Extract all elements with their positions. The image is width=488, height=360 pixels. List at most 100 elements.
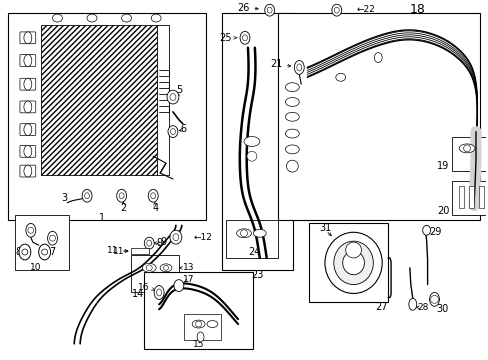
Text: 7: 7 [49, 247, 56, 257]
Text: 30: 30 [435, 304, 447, 314]
Ellipse shape [119, 193, 124, 199]
Ellipse shape [206, 321, 217, 328]
Ellipse shape [294, 60, 304, 74]
Ellipse shape [24, 78, 32, 90]
Text: 4: 4 [152, 203, 158, 213]
Ellipse shape [192, 320, 204, 328]
Ellipse shape [264, 4, 274, 16]
Circle shape [463, 145, 469, 152]
Bar [131, 255, 179, 292]
Ellipse shape [325, 232, 382, 293]
Text: 31: 31 [318, 223, 330, 233]
Bar [41, 25, 157, 175]
Text: 13: 13 [183, 263, 194, 272]
Circle shape [246, 151, 256, 161]
Ellipse shape [428, 292, 439, 306]
Bar [478, 186, 483, 208]
Bar [451, 181, 488, 216]
Ellipse shape [253, 229, 265, 237]
Circle shape [146, 265, 152, 271]
Text: 6: 6 [181, 123, 186, 134]
Ellipse shape [84, 193, 89, 199]
Bar [458, 186, 463, 208]
Bar [144, 272, 252, 349]
Bar [468, 186, 473, 208]
Circle shape [429, 296, 438, 303]
Bar [183, 314, 221, 340]
Ellipse shape [285, 112, 299, 121]
Ellipse shape [168, 126, 178, 138]
Ellipse shape [458, 144, 474, 153]
Ellipse shape [144, 237, 154, 249]
FancyBboxPatch shape [20, 32, 36, 44]
Text: 9: 9 [156, 238, 162, 248]
Text: 20: 20 [436, 206, 448, 216]
Text: 24: 24 [248, 247, 261, 257]
Ellipse shape [167, 90, 179, 104]
Text: 2: 2 [120, 203, 126, 213]
Bar [15, 216, 69, 270]
Text: 23: 23 [251, 270, 264, 280]
Circle shape [195, 321, 201, 327]
Ellipse shape [24, 55, 32, 67]
Ellipse shape [266, 7, 272, 13]
Ellipse shape [296, 64, 301, 71]
Ellipse shape [160, 264, 172, 272]
Text: 19: 19 [436, 161, 448, 171]
Bar [226, 220, 277, 258]
Ellipse shape [146, 240, 151, 246]
Text: ←12: ←12 [193, 233, 212, 242]
Ellipse shape [154, 285, 163, 300]
Text: 3: 3 [61, 193, 67, 203]
Ellipse shape [24, 145, 32, 157]
Ellipse shape [47, 231, 57, 245]
Text: 1: 1 [99, 213, 105, 224]
Bar [451, 136, 488, 171]
Ellipse shape [285, 98, 299, 107]
Ellipse shape [244, 136, 259, 147]
Text: 16: 16 [138, 283, 149, 292]
Circle shape [345, 242, 361, 258]
FancyBboxPatch shape [20, 165, 36, 177]
FancyBboxPatch shape [20, 78, 36, 90]
Ellipse shape [142, 264, 156, 272]
Text: 15: 15 [192, 340, 204, 349]
Circle shape [163, 265, 168, 270]
Text: 9: 9 [160, 237, 166, 247]
Text: 25: 25 [219, 33, 232, 43]
Ellipse shape [39, 244, 50, 260]
Ellipse shape [24, 101, 32, 113]
Ellipse shape [335, 73, 345, 81]
Ellipse shape [82, 189, 92, 202]
Ellipse shape [19, 244, 31, 260]
Circle shape [28, 227, 34, 233]
Ellipse shape [117, 189, 126, 202]
Text: 11: 11 [113, 247, 124, 256]
Ellipse shape [285, 83, 299, 91]
Ellipse shape [24, 32, 32, 44]
Text: 18: 18 [409, 3, 425, 16]
Text: 14: 14 [132, 289, 144, 300]
Ellipse shape [333, 241, 372, 285]
Bar [131, 248, 149, 254]
Ellipse shape [173, 234, 179, 240]
Ellipse shape [373, 53, 382, 63]
Text: 26: 26 [237, 3, 249, 13]
Ellipse shape [334, 7, 339, 13]
Ellipse shape [331, 4, 341, 16]
FancyBboxPatch shape [20, 145, 36, 157]
Ellipse shape [242, 35, 247, 41]
FancyBboxPatch shape [20, 124, 36, 135]
Ellipse shape [122, 14, 131, 22]
Ellipse shape [197, 332, 203, 342]
Text: 11: 11 [107, 246, 119, 255]
Text: ←22: ←22 [356, 5, 374, 14]
Circle shape [240, 230, 247, 237]
Text: 10: 10 [30, 263, 41, 272]
Ellipse shape [236, 229, 251, 238]
Text: 21: 21 [269, 59, 282, 69]
Circle shape [22, 249, 28, 255]
Text: 17: 17 [183, 275, 194, 284]
Text: 27: 27 [374, 302, 386, 312]
Bar [277, 13, 479, 220]
